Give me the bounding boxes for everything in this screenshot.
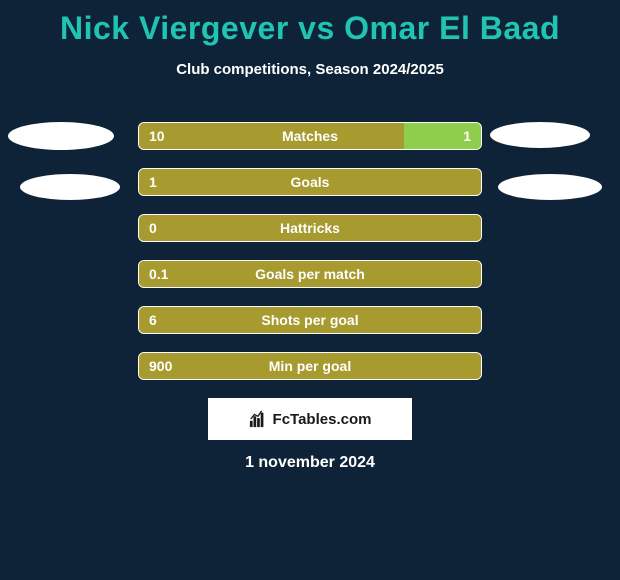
brand-text: FcTables.com — [273, 411, 372, 428]
stat-segment — [139, 261, 481, 287]
player2-name: Omar El Baad — [344, 10, 560, 46]
photo-ellipse — [8, 122, 114, 150]
stat-row: Shots per goal6 — [138, 306, 482, 334]
stat-segment — [404, 123, 481, 149]
stat-row: Min per goal900 — [138, 352, 482, 380]
comparison-chart: Matches101 Goals1 Hattricks0 Goals per matc… — [0, 108, 620, 398]
brand-badge: FcTables.com — [208, 398, 412, 440]
photo-ellipse — [490, 122, 590, 148]
stat-row: Hattricks0 — [138, 214, 482, 242]
photo-ellipse — [20, 174, 120, 200]
stat-segment — [139, 215, 481, 241]
vs-word: vs — [298, 10, 335, 46]
stat-row: Goals per match0.1 — [138, 260, 482, 288]
stat-segment — [139, 123, 404, 149]
bars-icon — [249, 410, 267, 428]
footer-date: 1 november 2024 — [0, 454, 620, 472]
stat-row: Matches101 — [138, 122, 482, 150]
stat-row: Goals1 — [138, 168, 482, 196]
photo-ellipse — [498, 174, 602, 200]
stat-segment — [139, 353, 481, 379]
subtitle: Club competitions, Season 2024/2025 — [0, 61, 620, 78]
player1-name: Nick Viergever — [60, 10, 289, 46]
page-title: Nick Viergever vs Omar El Baad — [0, 0, 620, 47]
stat-segment — [139, 169, 481, 195]
stat-segment — [139, 307, 481, 333]
